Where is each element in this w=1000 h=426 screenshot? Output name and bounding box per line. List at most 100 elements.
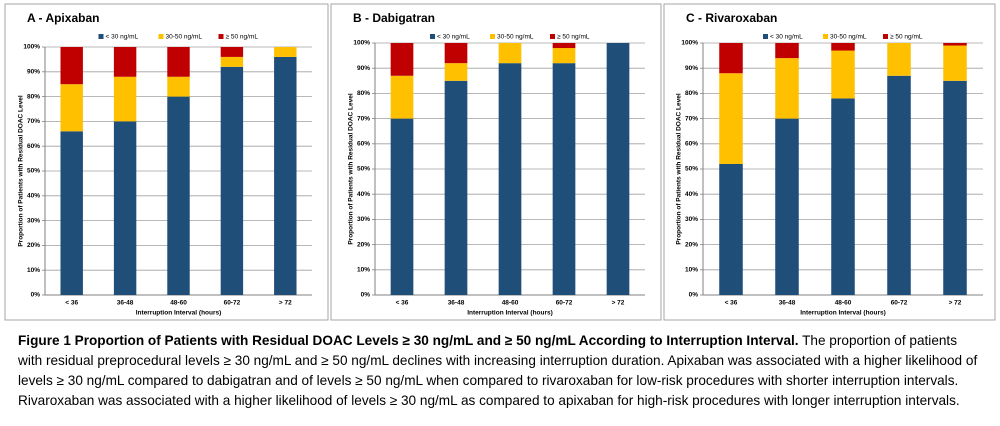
bar-segment [60, 131, 83, 295]
x-axis-label: Interruption Interval (hours) [800, 310, 886, 317]
y-tick-label: 90% [27, 69, 40, 76]
x-tick-label: 36-48 [117, 300, 134, 307]
y-tick-label: 10% [685, 267, 698, 274]
y-tick-label: 30% [357, 216, 370, 223]
bar-segment [552, 43, 576, 49]
bar-segment [167, 76, 190, 97]
y-tick-label: 100% [353, 40, 370, 47]
panel-border [330, 3, 662, 321]
bar-segment [775, 58, 799, 119]
y-tick-label: 90% [357, 65, 370, 72]
bar-segment [719, 163, 743, 295]
y-tick-label: 90% [685, 65, 698, 72]
y-tick-label: 0% [689, 292, 699, 299]
chart-title: B - Dabigatran [353, 11, 435, 25]
x-tick-label: 60-72 [556, 300, 573, 307]
bar-segment [606, 43, 630, 295]
legend-label: < 30 ng/mL [770, 34, 803, 41]
bar-segment [943, 80, 967, 295]
bar-segment [113, 47, 137, 77]
bar-segment [220, 56, 244, 67]
y-tick-label: 20% [685, 241, 698, 248]
legend-label: < 30 ng/mL [437, 34, 470, 41]
y-tick-label: 100% [23, 44, 40, 51]
bar-segment [887, 75, 911, 295]
legend-swatch [763, 34, 768, 39]
x-tick-label: > 72 [949, 300, 962, 307]
y-tick-label: 60% [27, 143, 40, 150]
legend-swatch [218, 34, 224, 39]
bar-segment [552, 63, 576, 295]
bar-segment [444, 63, 468, 81]
y-axis-label: Proportion of Patients with Residual DOA… [676, 93, 683, 245]
x-tick-label: < 36 [65, 300, 78, 307]
bar-segment [831, 43, 855, 51]
bar-segment [719, 43, 743, 74]
bar-segment [113, 121, 137, 296]
bar-segment [220, 47, 244, 57]
bar-segment [274, 56, 297, 295]
y-tick-label: 70% [27, 118, 40, 125]
x-axis-label: Interruption Interval (hours) [467, 310, 553, 317]
bar-segment [775, 43, 799, 59]
bar-segment [775, 118, 799, 295]
chart-title: C - Rivaroxaban [686, 11, 777, 25]
y-tick-label: 40% [357, 191, 370, 198]
bar-segment [444, 43, 468, 64]
caption-title: Figure 1 Proportion of Patients with Res… [18, 333, 799, 348]
y-tick-label: 100% [681, 40, 698, 47]
y-tick-label: 20% [27, 242, 40, 249]
bar-segment [943, 45, 967, 81]
legend-swatch [823, 34, 828, 39]
bar-segment [390, 43, 414, 76]
legend-swatch [158, 34, 164, 39]
legend-swatch [430, 34, 435, 39]
y-tick-label: 70% [357, 115, 370, 122]
legend-swatch [550, 34, 555, 39]
legend-swatch [490, 34, 495, 39]
legend-swatch [883, 34, 888, 39]
bar-segment [831, 50, 855, 99]
bar-segment [113, 76, 137, 122]
x-tick-label: 36-48 [779, 300, 796, 307]
panel-border [4, 3, 329, 321]
legend-label: 30-50 ng/mL [166, 34, 203, 41]
y-tick-label: 0% [361, 292, 371, 299]
bar-segment [167, 96, 190, 295]
bar-segment [220, 66, 244, 295]
legend-label: 30-50 ng/mL [497, 34, 534, 41]
x-tick-label: < 36 [396, 300, 409, 307]
bar-segment [444, 80, 468, 295]
y-tick-label: 60% [357, 141, 370, 148]
bar-segment [60, 47, 83, 85]
y-axis-label: Proportion of Patients with Residual DOA… [348, 93, 355, 245]
x-tick-label: > 72 [612, 300, 625, 307]
x-tick-label: < 36 [725, 300, 738, 307]
y-tick-label: 30% [685, 216, 698, 223]
bar-segment [719, 73, 743, 164]
caption: Figure 1 Proportion of Patients with Res… [18, 331, 983, 411]
bar-segment [831, 98, 855, 295]
legend-label: ≥ 50 ng/mL [226, 34, 259, 41]
x-tick-label: 48-60 [170, 300, 187, 307]
y-tick-label: 80% [685, 90, 698, 97]
bar-segment [887, 43, 911, 76]
bar-segment [498, 63, 522, 295]
bar-segment [390, 118, 414, 295]
caption-text: The proportion of patients with residual… [18, 333, 978, 408]
bar-segment [274, 47, 297, 57]
bar-segment [167, 47, 190, 77]
bar-segment [390, 75, 414, 119]
y-tick-label: 50% [27, 168, 40, 175]
y-tick-label: 10% [357, 267, 370, 274]
legend-label: < 30 ng/mL [106, 34, 139, 41]
x-tick-label: 36-48 [448, 300, 465, 307]
bar-segment [943, 43, 967, 46]
x-tick-label: 60-72 [224, 300, 241, 307]
y-tick-label: 50% [685, 166, 698, 173]
y-tick-label: 0% [31, 292, 41, 299]
legend-label: ≥ 50 ng/mL [557, 34, 590, 41]
bar-segment [552, 48, 576, 64]
y-tick-label: 10% [27, 267, 40, 274]
y-tick-label: 80% [27, 93, 40, 100]
